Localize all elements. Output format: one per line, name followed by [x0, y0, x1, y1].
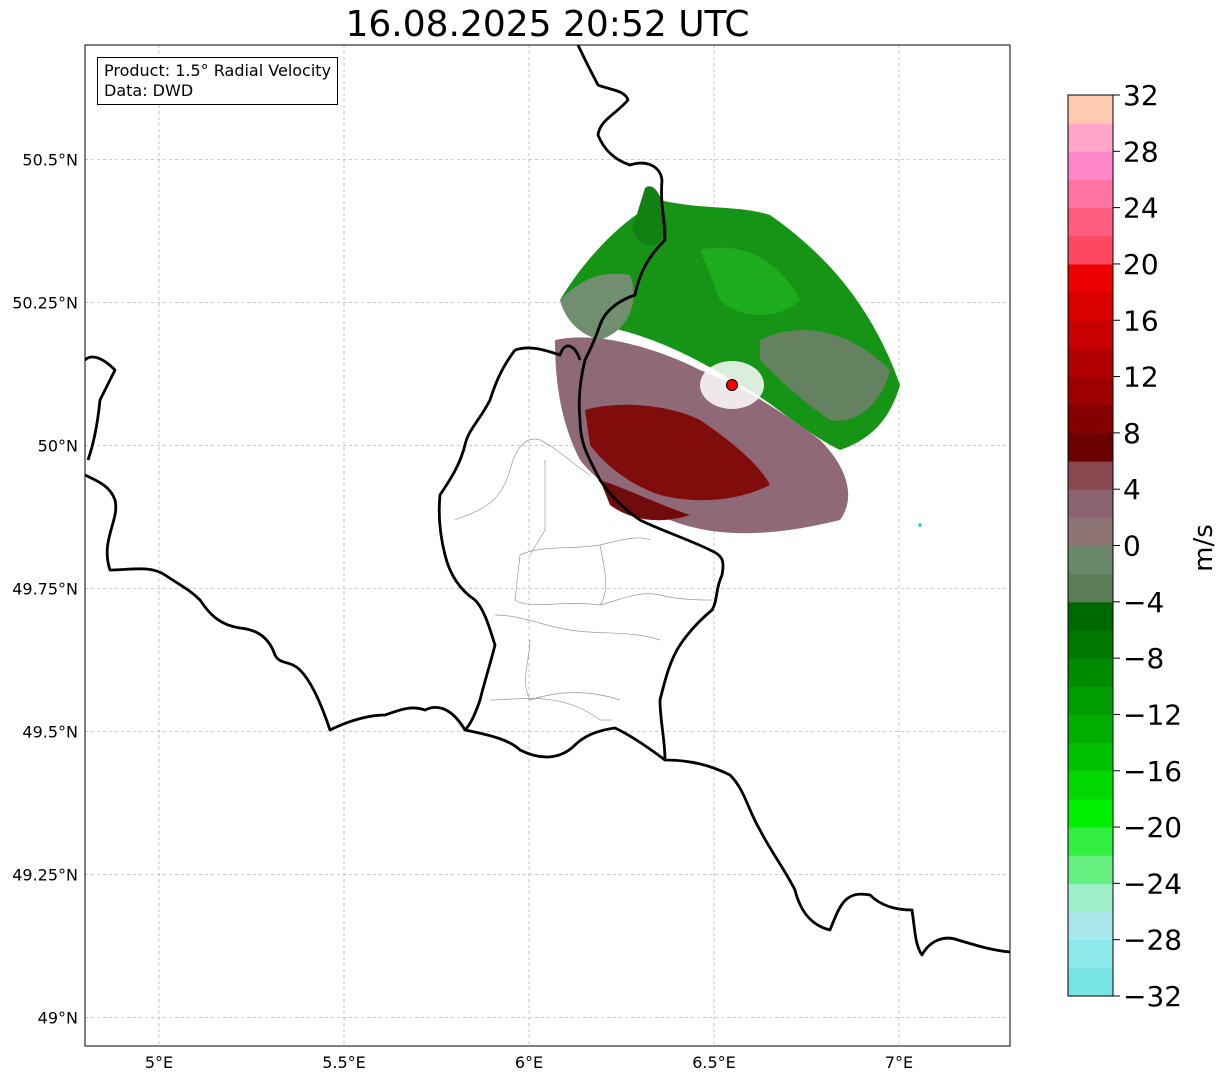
colorbar-tick-label: 8 — [1123, 417, 1141, 450]
colorbar-segment — [1068, 573, 1113, 603]
colorbar-segment — [1068, 855, 1113, 884]
lon-tick-label: 6°E — [515, 1053, 543, 1072]
lat-tick-label: 49.25°N — [12, 865, 78, 884]
colorbar-segment — [1068, 151, 1113, 180]
radar-echoes — [555, 186, 900, 534]
colorbar-tick-label: 28 — [1123, 135, 1159, 168]
lat-tick-label: 49.5°N — [22, 722, 78, 741]
colorbar-tick-label: −8 — [1123, 642, 1164, 675]
colorbar-segment — [1068, 967, 1113, 997]
lat-tick-label: 49.75°N — [12, 579, 78, 598]
colorbar-tick-label: −20 — [1123, 811, 1182, 844]
colorbar-segment — [1068, 658, 1113, 687]
lon-tick-label: 7°E — [885, 1053, 913, 1072]
colorbar-tick-label: −12 — [1123, 698, 1182, 731]
colorbar-tick-label: 4 — [1123, 473, 1141, 506]
colorbar-segment — [1068, 263, 1113, 293]
colorbar-segment — [1068, 95, 1113, 124]
colorbar-segment — [1068, 320, 1113, 349]
colorbar-segment — [1068, 770, 1113, 800]
colorbar-segment — [1068, 207, 1113, 237]
colorbar-segment — [1068, 292, 1113, 321]
map-title: 16.08.2025 20:52 UTC — [345, 4, 750, 45]
colorbar-tick-label: −32 — [1123, 980, 1182, 1013]
map-frame — [84, 44, 1011, 1047]
colorbar-tick-label: 0 — [1123, 530, 1141, 563]
lat-tick-label: 50.5°N — [22, 150, 78, 169]
latitude-labels: 50.5°N 50.25°N 50°N 49.75°N 49.5°N 49.25°N 49°… — [12, 150, 78, 1027]
colorbar-tick-label: −28 — [1123, 924, 1182, 957]
regional-borders — [454, 438, 713, 721]
lat-tick-label: 49°N — [38, 1008, 78, 1027]
colorbar-segment — [1068, 432, 1113, 462]
colorbar-segment — [1068, 827, 1113, 856]
colorbar-segment — [1068, 517, 1113, 546]
colorbar-segment — [1068, 348, 1113, 378]
lon-tick-label: 5.5°E — [322, 1053, 366, 1072]
colorbar-tick-label: −4 — [1123, 586, 1164, 619]
longitude-labels: 5°E 5.5°E 6°E 6.5°E 7°E — [145, 1053, 913, 1072]
colorbar-segment — [1068, 235, 1113, 265]
lon-tick-label: 6.5°E — [692, 1053, 736, 1072]
colorbar-ticks: −32 −28 −24 −20 −16 −12 −8 −4 0 4 8 12 16 20 24 28 32 — [1113, 79, 1182, 1013]
radar-site-marker — [726, 379, 738, 391]
colorbar-segment — [1068, 798, 1113, 828]
info-box: Product: 1.5° Radial Velocity Data: DWD — [97, 57, 339, 105]
colorbar-tick-label: 12 — [1123, 361, 1159, 394]
colorbar-segment — [1068, 629, 1113, 659]
colorbar-tick-label: −16 — [1123, 755, 1182, 788]
colorbar-segment — [1068, 545, 1113, 575]
gridlines — [85, 45, 1010, 1046]
colorbar-segment — [1068, 123, 1113, 152]
colorbar-segment — [1068, 489, 1113, 518]
data-source-label: Data: DWD — [104, 81, 194, 100]
stray-echo — [918, 523, 922, 527]
colorbar-segment — [1068, 376, 1113, 406]
colorbar-segment — [1068, 883, 1113, 913]
product-label: Product: 1.5° Radial Velocity — [104, 61, 332, 80]
colorbar-segment — [1068, 686, 1113, 715]
colorbar-tick-label: 24 — [1123, 192, 1159, 225]
colorbar-segment — [1068, 911, 1113, 941]
colorbar-segment — [1068, 714, 1113, 744]
colorbar-tick-label: 32 — [1123, 79, 1159, 112]
colorbar-segment — [1068, 601, 1113, 631]
colorbar-tick-label: −24 — [1123, 867, 1182, 900]
colorbar — [1067, 94, 1114, 997]
colorbar-segment — [1068, 939, 1113, 969]
colorbar-segment — [1068, 742, 1113, 772]
lat-tick-label: 50.25°N — [12, 293, 78, 312]
lat-tick-label: 50°N — [38, 436, 78, 455]
national-borders — [85, 45, 1010, 957]
colorbar-segment — [1068, 179, 1113, 209]
colorbar-segment — [1068, 404, 1113, 434]
map-background — [85, 45, 1010, 1046]
lon-tick-label: 5°E — [145, 1053, 173, 1072]
colorbar-tick-label: 20 — [1123, 248, 1159, 281]
colorbar-segment — [1068, 461, 1113, 490]
colorbar-unit-label: m/s — [1189, 524, 1219, 572]
colorbar-tick-label: 16 — [1123, 304, 1159, 337]
